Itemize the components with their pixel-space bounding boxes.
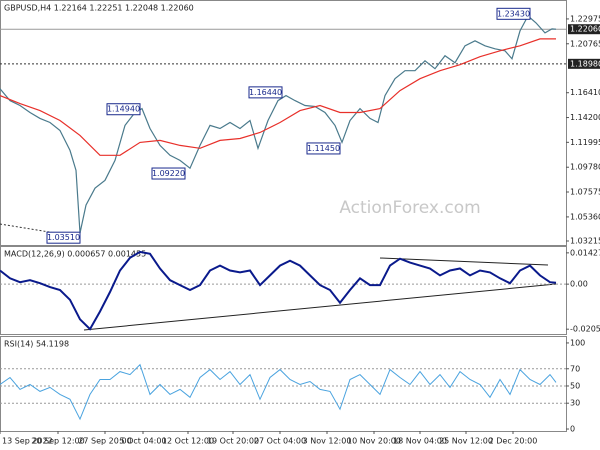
x-tick-label: 2 Dec 20:00 (489, 437, 538, 446)
x-tick-label: 12 Oct 12:00 (162, 437, 214, 446)
y-tick-label: 50 (570, 381, 580, 390)
series-line (0, 38, 556, 156)
y-tick-label: 1.11995 (570, 138, 600, 147)
y-tick-label: 100 (570, 338, 585, 347)
y-tick-label: 0 (570, 425, 575, 434)
trend-line (379, 257, 549, 266)
x-tick-label: 5 Oct 04:00 (119, 437, 166, 446)
y-tick-label: 0.014278 (570, 248, 600, 257)
y-tick-label: 1.22975 (570, 14, 600, 23)
series-line (0, 363, 557, 421)
annotation-box (496, 7, 531, 20)
x-tick-label: 13 Sep 2022 (2, 437, 53, 446)
annotation-label: 1.14940 (107, 105, 140, 114)
annotation-box (106, 103, 141, 116)
x-tick-label: 19 Oct 20:00 (207, 437, 259, 446)
y-tick-label: 1.05360 (570, 212, 600, 221)
annotation-label: 1.16440 (249, 88, 282, 97)
price-label-box (568, 58, 600, 69)
price-label: 1.22060 (570, 25, 600, 34)
panel-title: MACD(12,26,9) 0.000657 0.001455 (4, 250, 146, 259)
trend-line (0, 223, 81, 238)
macd-panel (0, 246, 567, 335)
y-tick-label: 1.09780 (570, 163, 600, 172)
rsi-panel (0, 336, 567, 432)
annotation-label: 1.03510 (47, 233, 80, 242)
annotation-label: 1.11450 (307, 144, 340, 153)
x-tick-label: 25 Nov 12:00 (439, 437, 493, 446)
price-panel (0, 0, 567, 246)
watermark: ActionForex.com (339, 198, 480, 218)
price-label: 1.18980 (570, 59, 600, 68)
x-tick-label: 20 Sep 12:00 (31, 437, 84, 446)
y-tick-label: 0.00 (570, 280, 588, 289)
y-tick-label: 1.14200 (570, 113, 600, 122)
annotation-box (46, 231, 81, 244)
panel-title: GBPUSD,H4 1.22164 1.22251 1.22048 1.2206… (4, 4, 194, 13)
x-tick-label: 3 Nov 12:00 (303, 437, 352, 446)
y-tick-label: 1.20765 (570, 39, 600, 48)
series-line (0, 250, 557, 331)
annotation-box (306, 142, 341, 155)
x-tick-label: 27 Oct 04:00 (254, 437, 306, 446)
annotation-label: 1.09220 (152, 169, 185, 178)
x-tick-label: 10 Nov 20:00 (347, 437, 401, 446)
trend-line (83, 283, 557, 331)
y-tick-label: 1.16410 (570, 88, 600, 97)
y-tick-label: 1.07575 (570, 188, 600, 197)
annotation-box (248, 86, 283, 99)
y-tick-label: 70 (570, 364, 580, 373)
x-tick-label: 27 Sep 20:00 (78, 437, 131, 446)
panel-title: RSI(14) 54.1198 (4, 340, 69, 349)
price-label-box (568, 24, 600, 35)
x-tick-label: 18 Nov 04:00 (393, 437, 447, 446)
annotation-label: 1.23430 (497, 9, 530, 18)
y-tick-label: 30 (570, 399, 580, 408)
y-tick-label: -0.020556 (570, 325, 600, 334)
y-tick-label: 1.03215 (570, 237, 600, 246)
annotation-box (151, 167, 186, 180)
